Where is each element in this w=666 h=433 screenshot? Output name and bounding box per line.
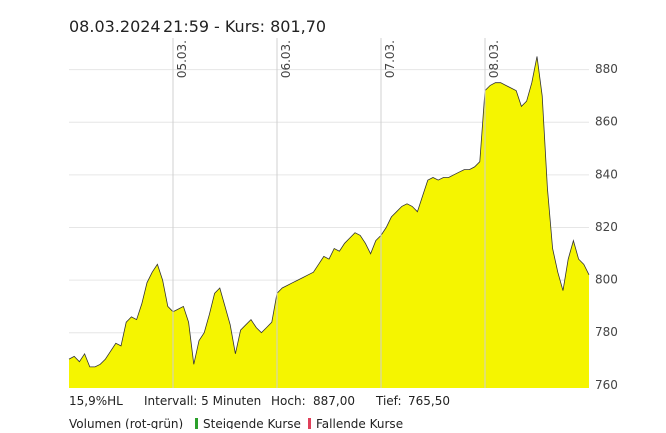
low-value: 765,50 <box>408 394 450 408</box>
y-tick-label: 780 <box>595 325 618 339</box>
header-price: - Kurs: 801,70 <box>214 17 326 36</box>
low-label: Tief: <box>375 394 402 408</box>
day-label: 06.03. <box>279 40 293 78</box>
high-value: 887,00 <box>313 394 355 408</box>
falling-label: Fallende Kurse <box>316 417 403 429</box>
interval: Intervall: 5 Minuten <box>144 394 261 408</box>
y-tick-label: 760 <box>595 378 618 392</box>
y-tick-label: 840 <box>595 167 618 181</box>
day-label: 07.03. <box>383 40 397 78</box>
volume-label: Volumen (rot-grün) <box>69 417 183 429</box>
header-date: 08.03.2024 <box>69 17 161 36</box>
day-label: 05.03. <box>175 40 189 78</box>
day-label: 08.03. <box>487 40 501 78</box>
rising-label: Steigende Kurse <box>203 417 301 429</box>
header-time: 21:59 <box>163 17 209 36</box>
rising-swatch <box>195 418 198 429</box>
hl-range: 15,9%HL <box>69 394 123 408</box>
y-tick-label: 860 <box>595 115 618 129</box>
y-tick-label: 880 <box>595 62 618 76</box>
falling-swatch <box>308 418 311 429</box>
price-line <box>68 56 590 368</box>
price-area <box>69 56 589 389</box>
high-label: Hoch: <box>271 394 306 408</box>
y-tick-label: 800 <box>595 273 618 287</box>
y-tick-label: 820 <box>595 220 618 234</box>
